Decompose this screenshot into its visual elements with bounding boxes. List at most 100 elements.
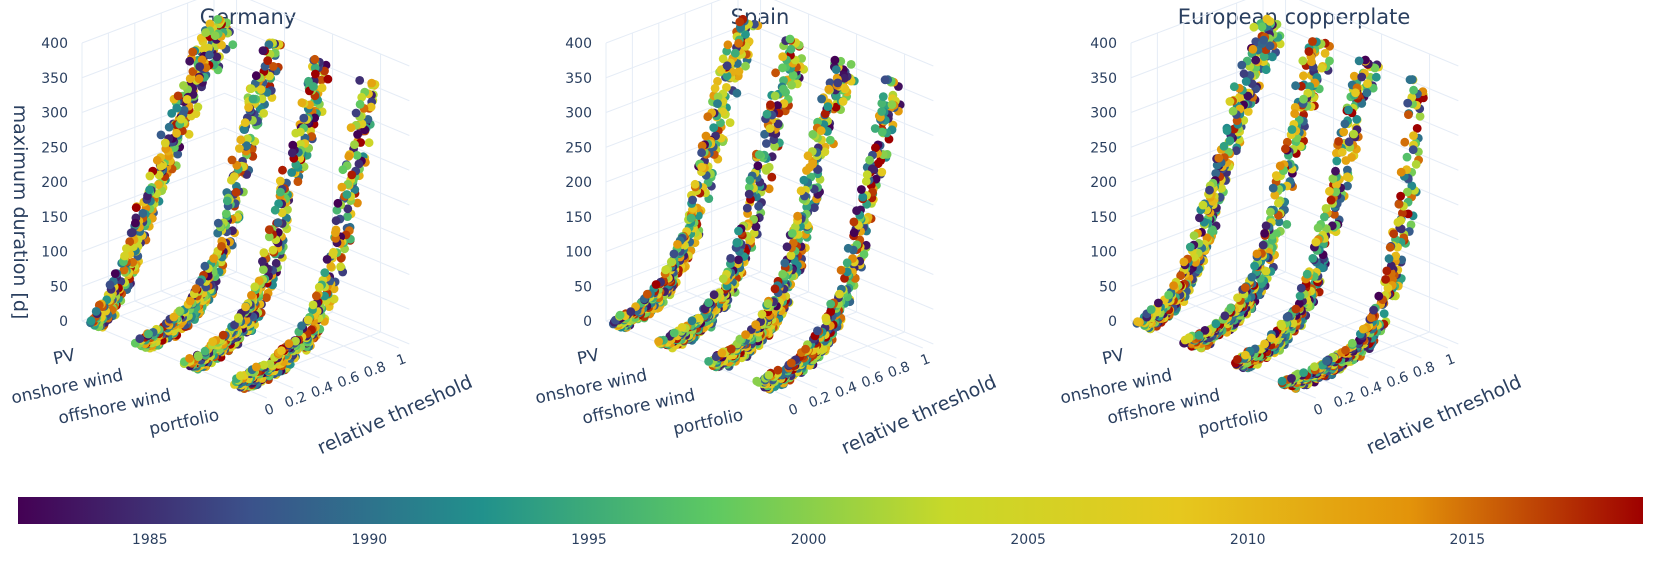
z-gridline	[81, 0, 410, 67]
data-point	[173, 91, 183, 101]
data-point	[1189, 231, 1199, 241]
data-point	[338, 165, 348, 175]
data-point	[231, 187, 241, 197]
data-point	[1415, 111, 1425, 121]
data-point	[213, 218, 223, 228]
colorbar-tick-label: 1990	[352, 532, 388, 548]
data-point	[1233, 293, 1242, 303]
data-point	[1154, 298, 1163, 308]
data-point	[236, 135, 246, 145]
floor-gridline	[213, 270, 399, 349]
data-point	[193, 102, 203, 112]
data-point	[1322, 356, 1331, 366]
data-point	[1250, 261, 1259, 271]
data-point	[1347, 338, 1357, 348]
data-point	[1302, 269, 1312, 279]
data-point	[364, 138, 374, 148]
z-tick-label: 250	[41, 140, 68, 156]
z-tick-label: 100	[565, 245, 592, 261]
x-tick-label: 1	[919, 351, 933, 369]
z-tick-label: 150	[41, 210, 68, 226]
data-point	[164, 122, 174, 132]
z-tick-label: 150	[565, 210, 592, 226]
data-point	[145, 185, 155, 195]
data-point	[1308, 37, 1317, 46]
data-point	[677, 323, 687, 332]
data-point	[745, 175, 755, 185]
data-point	[320, 268, 330, 277]
data-point	[742, 203, 752, 213]
data-point	[317, 75, 326, 85]
data-point	[291, 128, 301, 138]
data-point	[310, 63, 320, 73]
data-point	[788, 70, 798, 80]
data-point	[274, 199, 283, 209]
data-point	[787, 80, 796, 90]
data-point	[1220, 311, 1230, 321]
z-tick-label: 300	[41, 106, 68, 122]
data-point	[741, 330, 750, 339]
x-tick-label: 1	[395, 351, 409, 369]
data-point	[328, 250, 338, 259]
x-tick-label: 0	[1312, 401, 1326, 419]
data-point	[1261, 221, 1271, 231]
data-point	[1262, 14, 1272, 24]
data-point	[326, 261, 336, 271]
data-point	[1371, 72, 1381, 82]
data-point	[86, 316, 96, 326]
data-point	[1296, 283, 1306, 293]
data-point	[709, 290, 719, 300]
colorbar-tick-label: 2015	[1450, 532, 1486, 548]
x-tick-label: 0	[787, 401, 801, 419]
data-point	[1403, 98, 1413, 108]
data-point	[793, 211, 802, 221]
data-point	[1408, 145, 1418, 155]
data-point	[1341, 156, 1351, 165]
data-point	[835, 289, 844, 299]
data-point	[887, 100, 897, 109]
data-point	[308, 300, 318, 310]
data-point	[836, 265, 846, 275]
data-point	[172, 103, 182, 113]
data-point	[1251, 55, 1261, 65]
data-point	[717, 348, 727, 358]
data-point	[236, 371, 245, 381]
data-point	[152, 155, 162, 165]
data-point	[1282, 220, 1292, 229]
data-point	[213, 15, 223, 24]
floor-gridline	[187, 280, 373, 359]
data-point	[200, 346, 210, 356]
data-point	[293, 177, 303, 187]
data-point	[1402, 152, 1412, 162]
data-point	[718, 274, 728, 284]
x-tick-label: 0.4	[833, 379, 859, 402]
data-point	[1275, 161, 1285, 171]
data-point	[801, 344, 810, 354]
data-point	[194, 74, 204, 84]
data-point	[697, 141, 707, 151]
data-point	[287, 148, 297, 158]
data-point	[786, 251, 796, 260]
data-point	[1266, 207, 1275, 217]
data-point	[350, 140, 359, 150]
data-point	[329, 294, 339, 304]
data-point	[1222, 126, 1232, 135]
data-point	[732, 238, 742, 248]
data-point	[787, 229, 797, 238]
data-point	[1381, 275, 1390, 284]
data-point	[786, 358, 796, 368]
chart-title: European copperplate	[1178, 5, 1411, 29]
data-point	[1409, 85, 1418, 95]
data-point	[725, 118, 735, 127]
data-point	[1225, 97, 1235, 106]
data-point	[734, 38, 743, 48]
data-point	[156, 130, 166, 140]
category-label: portfolio	[147, 405, 221, 439]
data-point	[1229, 82, 1239, 92]
data-point	[1247, 272, 1257, 282]
data-point	[176, 114, 186, 124]
data-point	[718, 107, 728, 117]
data-point	[849, 217, 859, 227]
